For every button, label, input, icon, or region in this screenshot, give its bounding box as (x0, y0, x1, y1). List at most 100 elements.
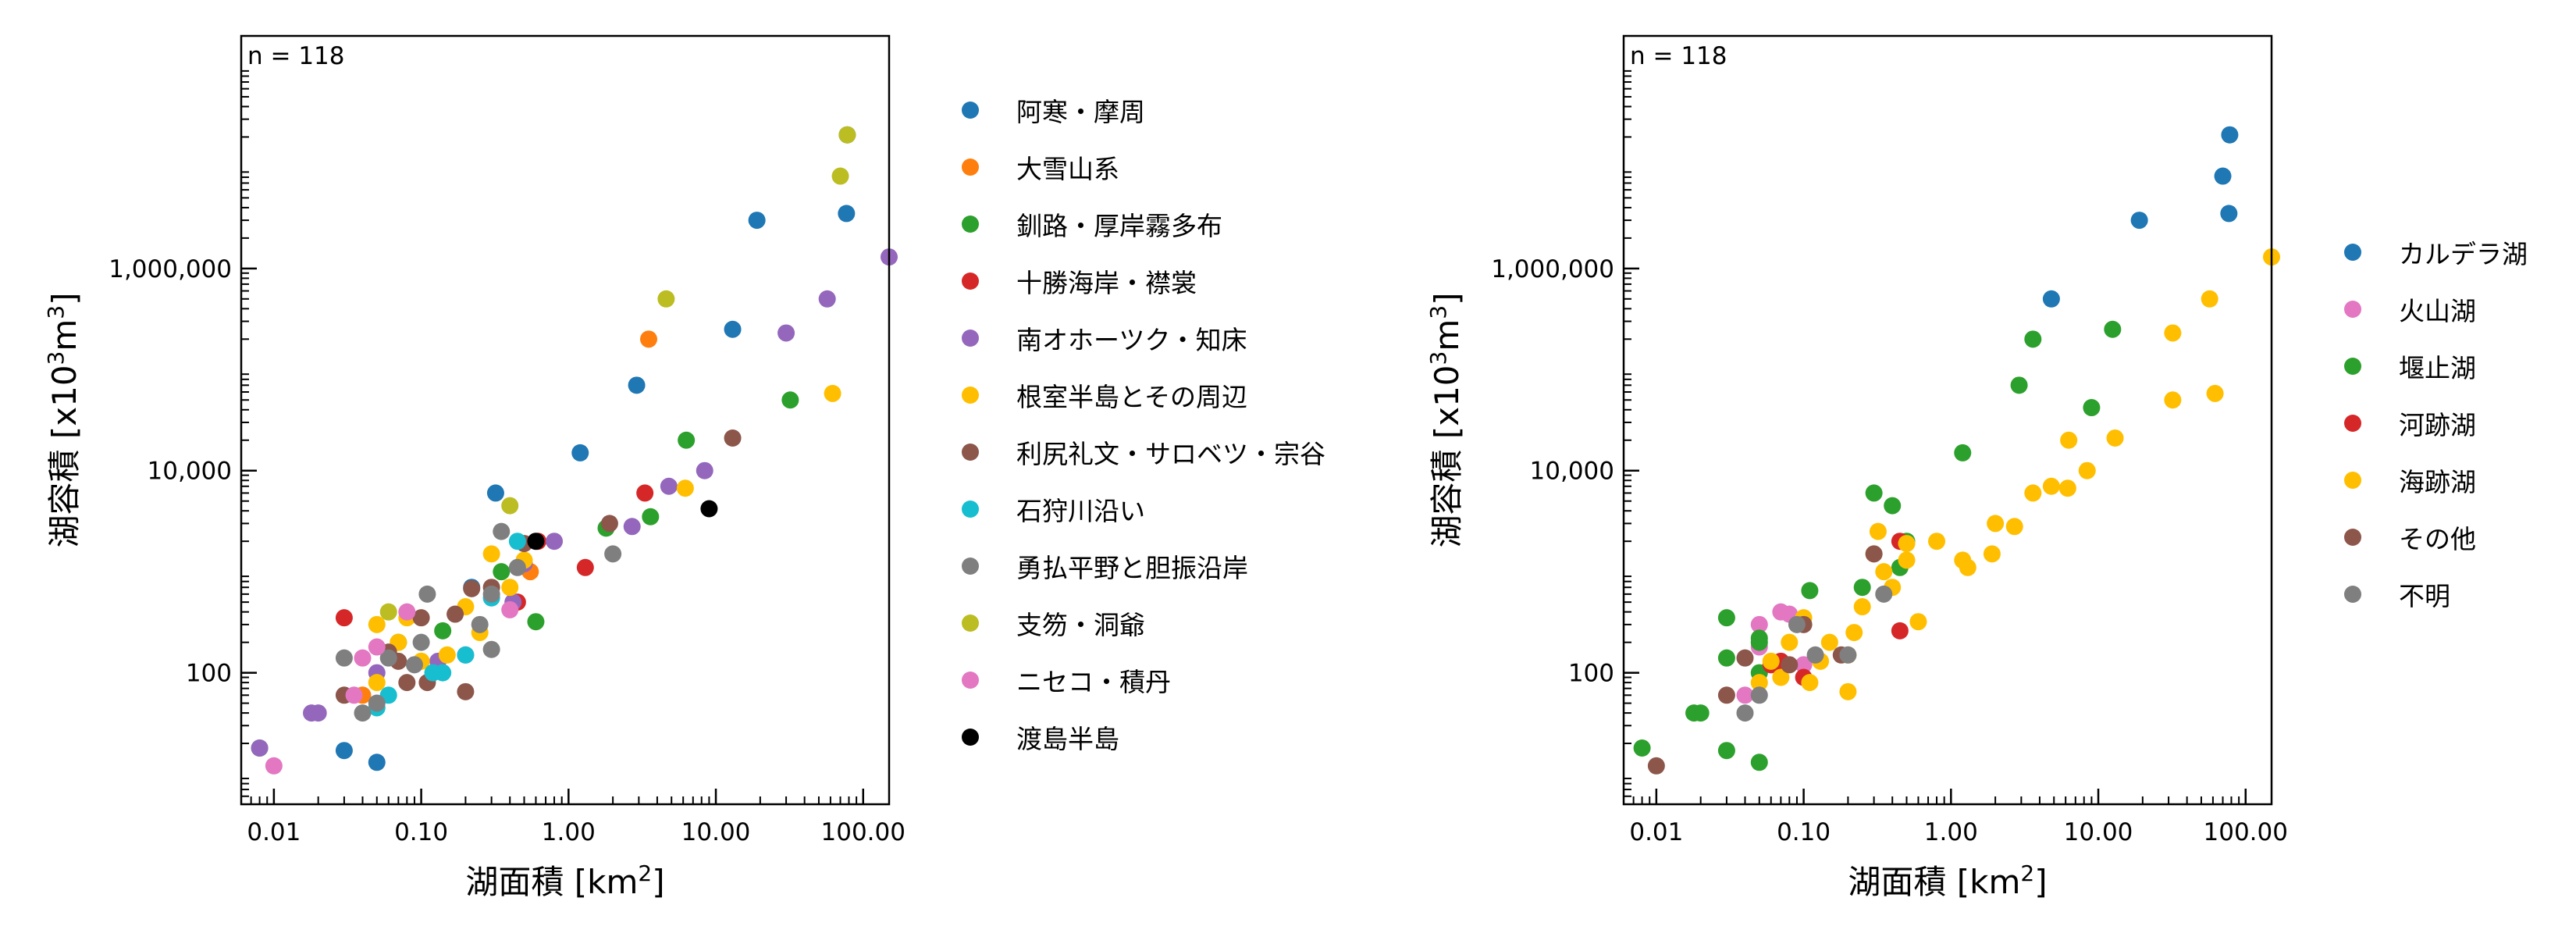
data-point-series-4 (636, 484, 654, 502)
data-point-series-9 (471, 615, 489, 633)
x-axis-label: 湖面積 [km2] (1848, 860, 2047, 901)
legend-label: 渡島半島 (1016, 723, 1119, 754)
data-point-series-5 (2078, 461, 2096, 479)
data-point-series-8 (508, 533, 526, 550)
legend-label: 石狩川沿い (1016, 495, 1145, 526)
data-point-series-7 (600, 515, 618, 533)
data-point-series-5 (1909, 613, 1927, 631)
legend-marker (962, 386, 979, 404)
legend-item: その他 (2344, 508, 2528, 565)
data-point-series-5 (1820, 633, 1838, 651)
legend-item: 大雪山系 (962, 138, 1325, 195)
legend-item: 海跡湖 (2344, 451, 2528, 508)
data-point-series-5 (1750, 674, 1768, 692)
data-point-series-3 (1884, 497, 1902, 515)
legend-marker (2344, 528, 2361, 546)
data-point-series-8 (457, 646, 475, 664)
data-point-series-11 (501, 600, 519, 618)
y-tick-label: 1,000,000 (1491, 255, 1614, 283)
data-point-series-9 (482, 640, 500, 658)
legend-label: 堰止湖 (2399, 352, 2476, 383)
data-point-series-7 (412, 609, 430, 627)
data-point-series-7 (1806, 646, 1824, 664)
data-point-series-6 (1717, 686, 1735, 704)
legend-item: 石狩川沿い (962, 480, 1325, 537)
data-point-series-3 (2010, 376, 2028, 394)
legend-lake-type: カルデラ湖 火山湖 堰止湖 河跡湖 海跡湖 その他 不明 (2344, 223, 2528, 622)
data-point-series-11 (398, 603, 416, 621)
x-tick-label: 10.00 (2064, 818, 2133, 846)
x-axis-label: 湖面積 [km2] (465, 860, 664, 901)
data-point-series-6 (676, 479, 694, 497)
data-point-series-11 (354, 649, 372, 667)
data-point-series-3 (2083, 399, 2101, 417)
data-point-series-9 (335, 649, 353, 667)
legend-marker (2344, 300, 2361, 318)
data-point-series-5 (1853, 598, 1871, 616)
data-point-series-9 (412, 633, 430, 651)
legend-marker (962, 443, 979, 461)
data-point-series-5 (1875, 563, 1893, 581)
data-point-series-6 (482, 545, 500, 563)
data-point-series-10 (838, 126, 856, 144)
data-point-series-3 (781, 391, 799, 409)
legend-label: ニセコ・積丹 (1016, 666, 1171, 697)
legend-label: 支笏・洞爺 (1016, 609, 1145, 640)
plot-frame (240, 34, 891, 806)
x-tick-label: 1.00 (1924, 818, 1978, 846)
legend-region: 阿寒・摩周 大雪山系 釧路・厚岸霧多布 十勝海岸・襟裳 南オホーツク・知床 根室半島とその… (962, 81, 1325, 765)
data-point-series-3 (1801, 582, 1819, 600)
x-tick-label: 10.00 (681, 818, 751, 846)
data-point-series-1 (628, 376, 646, 394)
legend-label: 海跡湖 (2399, 466, 2476, 497)
sample-size-annotation: n = 118 (1630, 42, 1727, 70)
y-tick-label: 100 (186, 660, 232, 688)
data-point-series-9 (604, 545, 622, 563)
data-point-series-5 (2058, 479, 2076, 497)
legend-marker (962, 500, 979, 518)
data-point-series-3 (1750, 629, 1768, 647)
legend-item: 南オホーツク・知床 (962, 309, 1325, 366)
data-point-series-4 (1891, 622, 1909, 640)
legend-item: 火山湖 (2344, 280, 2528, 337)
data-point-series-1 (2220, 205, 2238, 223)
data-point-series-5 (1869, 522, 1887, 540)
legend-item: 支笏・洞爺 (962, 594, 1325, 651)
data-point-series-5 (1781, 633, 1799, 651)
data-point-series-10 (379, 603, 397, 621)
data-point-series-1 (335, 742, 353, 760)
data-point-series-5 (2024, 484, 2042, 502)
sample-size-annotation: n = 118 (247, 42, 345, 70)
data-point-series-3 (1750, 754, 1768, 771)
data-point-series-2 (1736, 686, 1754, 704)
data-point-series-5 (251, 739, 269, 757)
data-point-series-5 (303, 704, 321, 722)
legend-marker (962, 671, 979, 689)
legend-item: 河跡湖 (2344, 394, 2528, 451)
legend-item: 釧路・厚岸霧多布 (962, 195, 1325, 252)
legend-item: 利尻礼文・サロベツ・宗谷 (962, 423, 1325, 480)
data-point-series-5 (1898, 551, 1916, 569)
data-point-series-1 (2130, 212, 2148, 230)
legend-item: 根室半島とその周辺 (962, 366, 1325, 423)
legend-item: 阿寒・摩周 (962, 81, 1325, 138)
data-point-series-4 (576, 558, 594, 576)
data-point-series-9 (379, 649, 397, 667)
data-point-series-5 (777, 324, 795, 342)
data-point-series-9 (493, 522, 511, 540)
legend-label: 不明 (2399, 580, 2450, 611)
data-point-series-6 (438, 646, 456, 664)
data-point-series-10 (657, 290, 675, 308)
legend-marker (962, 329, 979, 347)
data-point-series-6 (1781, 656, 1799, 674)
legend-item: ニセコ・積丹 (962, 651, 1325, 708)
data-point-series-1 (724, 320, 742, 338)
data-point-series-2 (1795, 656, 1813, 674)
plot-frame (1622, 34, 2273, 806)
chart-1: 0.01 0.10 1.00 10.00 100.00 100 10,000 1,000,00… (43, 34, 906, 901)
data-point-series-5 (2164, 324, 2182, 342)
data-point-series-5 (1801, 674, 1819, 692)
data-point-series-8 (424, 664, 442, 682)
data-point-series-3 (493, 563, 511, 581)
data-point-series-3 (1954, 444, 1972, 461)
